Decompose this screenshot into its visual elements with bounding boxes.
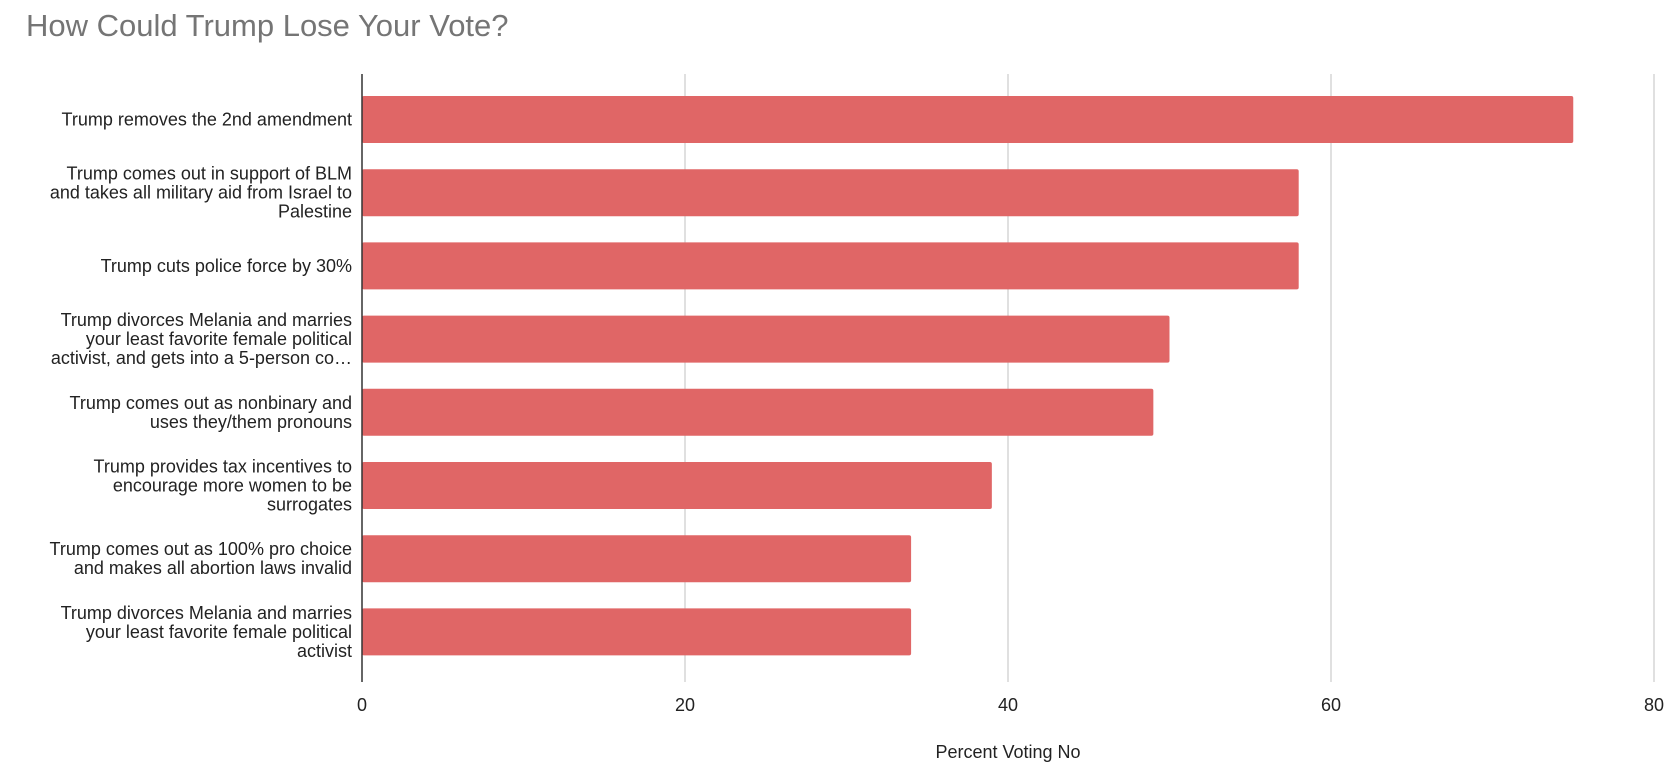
bar	[362, 315, 1170, 363]
bar	[362, 462, 992, 509]
x-tick-label: 20	[675, 695, 695, 715]
y-category-label: Trump comes out as nonbinary and uses the…	[70, 393, 352, 432]
chart-title: How Could Trump Lose Your Vote?	[26, 8, 509, 43]
x-tick-label: 80	[1644, 695, 1664, 715]
bar	[362, 242, 1299, 290]
y-category-label: Trump comes out in support of BLM and tak…	[50, 164, 352, 222]
x-tick-label: 60	[1321, 695, 1341, 715]
x-tick-label: 40	[998, 695, 1018, 715]
y-category-label: Trump comes out as 100% pro choice and ma…	[50, 539, 352, 578]
bar	[362, 388, 1154, 436]
bar	[362, 96, 1574, 143]
bar	[362, 169, 1299, 217]
y-category-label: Trump divorces Melania and marries your l…	[61, 603, 352, 661]
y-category-label: Trump cuts police force by 30%	[101, 256, 352, 276]
y-category-label: Trump removes the 2nd amendment	[62, 110, 352, 130]
bar	[362, 535, 912, 583]
y-category-label: Trump divorces Melania and marries your l…	[51, 310, 352, 368]
bar	[362, 608, 912, 656]
x-tick-label: 0	[357, 695, 367, 715]
y-category-label: Trump provides tax incentives to encourag…	[94, 457, 352, 515]
x-axis-label: Percent Voting No	[935, 742, 1080, 762]
